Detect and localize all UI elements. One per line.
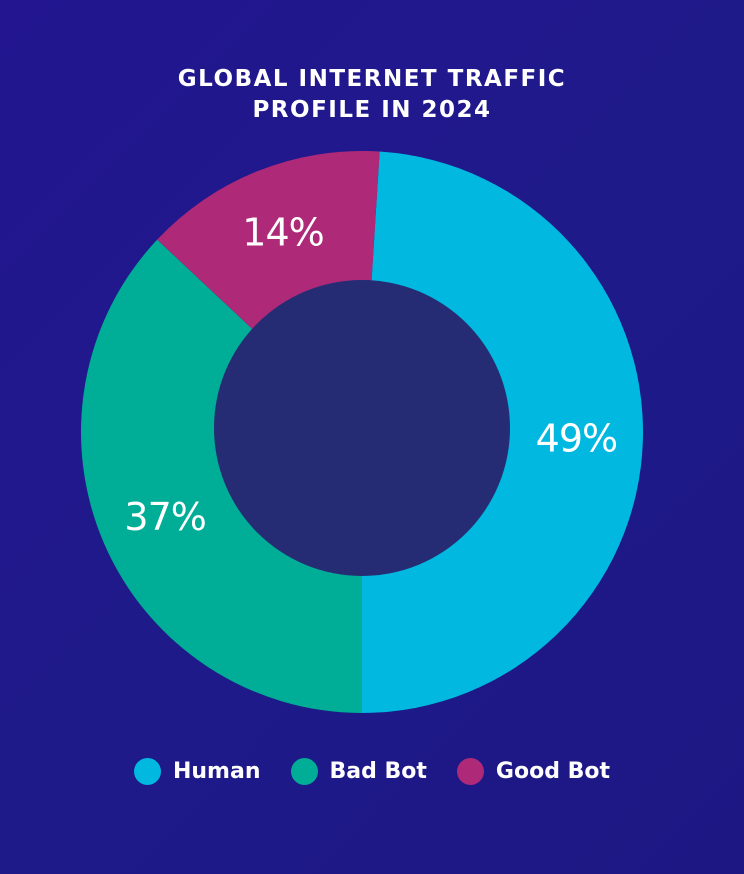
slice-bad-bot: [80, 239, 362, 713]
slice-label-bad-bot: 37%: [124, 495, 205, 539]
chart-title-line-1: GLOBAL INTERNET TRAFFIC: [177, 66, 567, 92]
legend-dot-human: [133, 758, 161, 785]
legend-item-good-bot: Good Bot: [456, 758, 611, 785]
legend-item-human: Human: [133, 758, 261, 785]
legend-label-bad-bot: Bad Bot: [329, 759, 427, 784]
legend-label-good-bot: Good Bot: [495, 759, 611, 784]
slice-label-human: 49%: [536, 417, 617, 461]
legend-dot-bad-bot: [290, 758, 318, 785]
chart-title-line-2: PROFILE IN 2024: [252, 97, 492, 123]
chart-title: GLOBAL INTERNET TRAFFIC PROFILE IN 2024: [0, 64, 744, 126]
donut-hole: [214, 280, 510, 576]
legend-dot-good-bot: [456, 758, 484, 785]
legend: Human Bad Bot Good Bot: [0, 758, 744, 785]
legend-item-bad-bot: Bad Bot: [290, 758, 427, 785]
slice-label-good-bot: 14%: [242, 211, 323, 255]
legend-label-human: Human: [172, 759, 261, 784]
